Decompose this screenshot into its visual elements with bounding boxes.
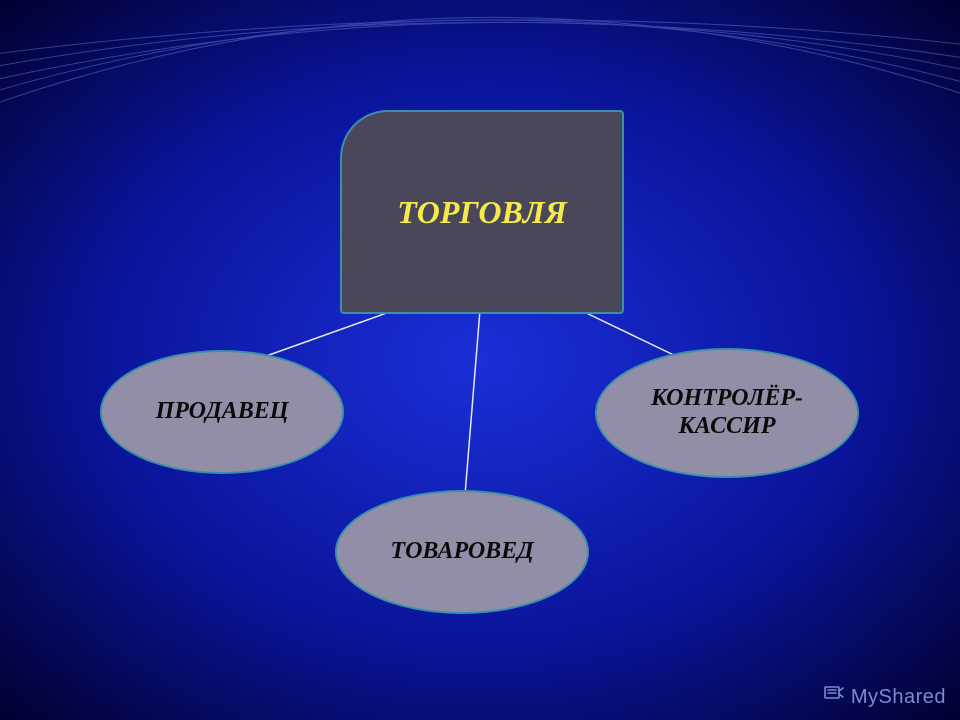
child-node: КОНТРОЛЁР-КАССИР [595, 348, 859, 478]
watermark: MyShared [823, 684, 946, 710]
watermark-icon [823, 684, 845, 710]
child-node-label: ПРОДАВЕЦ [156, 398, 289, 426]
child-node-label: ТОВАРОВЕД [390, 538, 533, 566]
child-node-label: КОНТРОЛЁР-КАССИР [651, 385, 803, 440]
central-node-label: ТОРГОВЛЯ [397, 194, 567, 231]
child-node: ПРОДАВЕЦ [100, 350, 344, 474]
child-node: ТОВАРОВЕД [335, 490, 589, 614]
watermark-text: MyShared [851, 686, 946, 709]
slide: ТОРГОВЛЯ ПРОДАВЕЦ ТОВАРОВЕД КОНТРОЛЁР-КА… [0, 0, 960, 720]
central-node: ТОРГОВЛЯ [340, 110, 624, 314]
